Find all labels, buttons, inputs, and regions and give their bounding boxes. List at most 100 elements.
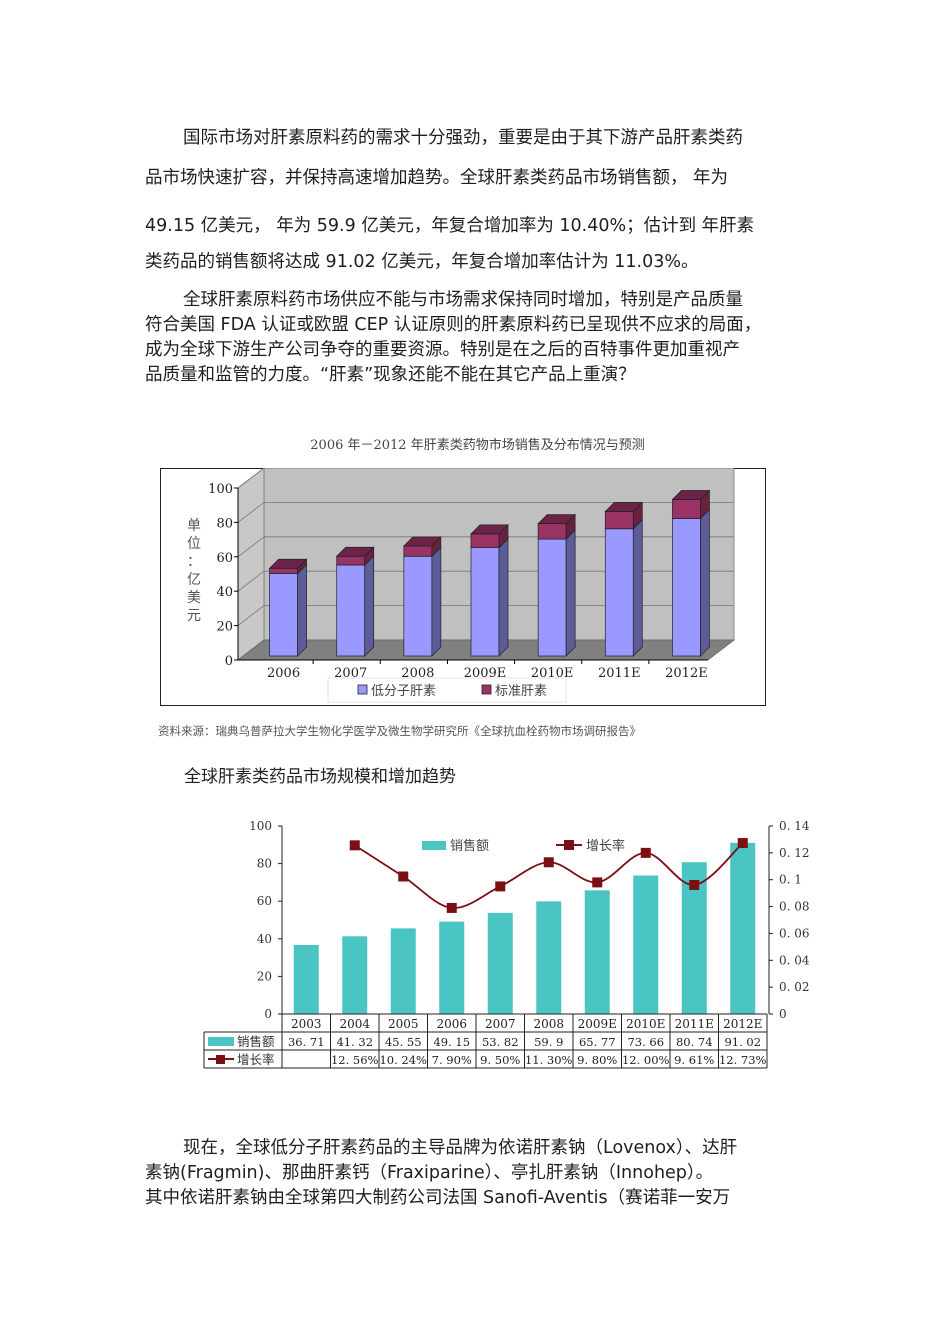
bar (584, 890, 610, 1014)
x-tick-label: 2008 (401, 666, 434, 681)
table-cell: 9. 61% (674, 1053, 714, 1067)
table-cell: 9. 50% (480, 1053, 520, 1067)
table-header-cell: 2009E (578, 1017, 617, 1031)
y-tick-label: 40 (216, 585, 233, 600)
x-tick-label: 2007 (334, 666, 367, 681)
right-y-tick-label: 0. 1 (779, 873, 802, 887)
legend-swatch (357, 684, 368, 695)
y-axis-label: 位 (187, 536, 201, 552)
bar (390, 928, 416, 1014)
bar (730, 842, 756, 1014)
table-cell: 49. 15 (433, 1035, 470, 1049)
table-header-cell: 2003 (291, 1017, 322, 1031)
line-marker (592, 877, 603, 888)
legend-label: 增长率 (586, 838, 625, 854)
left-y-tick-label: 80 (257, 857, 272, 871)
paragraph-3: 现在，全球低分子肝素药品的主导品牌为依诺肝素钠（Lovenox）、达肝 素钠(F… (145, 1134, 810, 1214)
paragraph-2-line-1: 全球肝素原料药市场供应不能与市场需求保持同时增加，特别是产品质量 (183, 290, 743, 310)
table-cell: 11. 30% (525, 1053, 573, 1067)
figure-1-source: 资料来源：瑞典乌普萨拉大学生物化学医学及微生物学研究所《全球抗血栓药物市场调研报… (158, 724, 641, 738)
table-row-label: 增长率 (237, 1052, 275, 1067)
figure-2-chart: 0 20 40 60 80 100 0 0. 02 0. 04 0. 06 0. 08 0. 1 0. … (203, 819, 810, 1069)
table-cell: 65. 77 (579, 1035, 616, 1049)
paragraph-1: 国际市场对肝素原料药的需求十分强劲，重要是由于其下游产品肝素类药 品市场快速扩容… (145, 124, 810, 274)
right-y-tick-label: 0. 06 (779, 926, 810, 940)
paragraph-2-line-2: 符合美国 FDA 认证或欧盟 CEP 认证原则的肝素原料药已呈现供不应求的局面， (145, 315, 762, 335)
table-header-cell: 2005 (388, 1017, 419, 1031)
y-tick-label: 20 (216, 620, 233, 635)
left-y-tick-label: 0 (264, 1007, 272, 1021)
paragraph-2-line-4: 品质量和监管的力度。“肝素”现象还能不能在其它产品上重演？ (145, 365, 636, 385)
bar (633, 875, 659, 1014)
table-cell: 59. 9 (534, 1035, 563, 1049)
right-y-tick-label: 0. 12 (779, 846, 810, 860)
bar (439, 921, 465, 1014)
left-y-tick-label: 100 (249, 819, 272, 833)
table-header-cell: 2004 (339, 1017, 370, 1031)
table-header-cell: 2010E (626, 1017, 665, 1031)
line-marker (495, 881, 506, 892)
left-y-tick-label: 40 (257, 932, 272, 946)
paragraph-2-line-3: 成为全球下游生产公司争夺的重要资源。特别是在之后的百特事件更加重视产 (145, 340, 740, 360)
figure-2-heading: 全球肝素类药品市场规模和增加趋势 (184, 767, 456, 787)
left-y-tick-label: 20 (257, 969, 272, 983)
table-cell: 53. 82 (482, 1035, 519, 1049)
x-tick-label: 2006 (267, 666, 300, 681)
table-cell: 10. 24% (379, 1053, 427, 1067)
line-marker (446, 902, 457, 913)
table-cell: 73. 66 (627, 1035, 664, 1049)
paragraph-1-line-2: 品市场快速扩容，并保持高速增加趋势。全球肝素类药品市场销售额， 年为 (145, 168, 729, 188)
x-tick-label: 2012E (665, 666, 708, 681)
table-header-cell: 2007 (485, 1017, 516, 1031)
y-axis-label: 亿 (187, 572, 201, 588)
table-header-cell: 2012E (723, 1017, 762, 1031)
table-row-label: 销售额 (237, 1034, 275, 1049)
table-cell: 91. 02 (724, 1035, 761, 1049)
table-cell: 12. 73% (719, 1053, 767, 1067)
legend-label: 标准肝素 (495, 684, 547, 699)
paragraph-3-line-2: 素钠(Fragmin)、那曲肝素钙（Fraxiparine）、亭扎肝素钠（Inn… (145, 1163, 714, 1183)
y-axis-label: 美 (187, 590, 201, 606)
y-axis-label: 单 (187, 518, 201, 534)
paragraph-2: 全球肝素原料药市场供应不能与市场需求保持同时增加，特别是产品质量 符合美国 FD… (145, 286, 810, 386)
paragraph-1-line-3: 49.15 亿美元， 年为 59.9 亿美元，年复合增加率为 10.40%；估计… (145, 216, 755, 236)
table-cell: 80. 74 (676, 1035, 713, 1049)
bar (293, 944, 319, 1014)
table-header-cell: 2006 (436, 1017, 467, 1031)
y-tick-label: 100 (208, 482, 233, 497)
line-marker (398, 871, 409, 882)
y-axis-label: 元 (187, 608, 201, 624)
right-y-tick-label: 0. 08 (779, 900, 810, 914)
line-marker (640, 847, 651, 858)
table-cell: 45. 55 (385, 1035, 422, 1049)
figure-1-legend: 低分子肝素 标准肝素 (327, 677, 567, 703)
table-cell: 7. 90% (432, 1053, 472, 1067)
table-cell: 12. 00% (622, 1053, 670, 1067)
y-tick-label: 80 (216, 516, 233, 531)
table-cell: 9. 80% (577, 1053, 617, 1067)
line-marker (689, 879, 700, 890)
table-header-cell: 2008 (533, 1017, 564, 1031)
paragraph-3-line-3: 其中依诺肝素钠由全球第四大制药公司法国 Sanofi-Aventis（赛诺菲一安… (145, 1188, 731, 1208)
figure-1-chart: 0 20 40 60 80 100 单位 ： 亿美元 2006 2007 2008 2009E 2010E… (160, 468, 766, 706)
x-tick-label: 2011E (598, 666, 641, 681)
figure-1-title: 2006 年－2012 年肝素类药物市场销售及分布情况与预测 (310, 438, 645, 453)
paragraph-1-line-1: 国际市场对肝素原料药的需求十分强劲，重要是由于其下游产品肝素类药 (183, 128, 743, 148)
paragraph-3-line-1: 现在，全球低分子肝素药品的主导品牌为依诺肝素钠（Lovenox）、达肝 (183, 1138, 738, 1158)
line-marker (349, 840, 360, 851)
x-tick-label: 2009E (464, 666, 507, 681)
line-marker (737, 838, 748, 849)
table-cell: 41. 32 (336, 1035, 373, 1049)
y-tick-label: 60 (216, 551, 233, 566)
legend-swatch-sales (422, 841, 446, 850)
left-y-tick-label: 60 (257, 894, 272, 908)
right-y-tick-label: 0. 14 (779, 819, 810, 833)
x-tick-label: 2010E (531, 666, 574, 681)
bar (487, 912, 513, 1014)
legend-label: 低分子肝素 (371, 684, 436, 699)
bar (536, 901, 562, 1014)
table-cell: 36. 71 (288, 1035, 325, 1049)
y-axis-label: ： (187, 554, 201, 570)
line-marker (543, 857, 554, 868)
paragraph-1-line-4: 类药品的销售额将达成 91.02 亿美元，年复合增加率估计为 11.03%。 (145, 252, 699, 272)
